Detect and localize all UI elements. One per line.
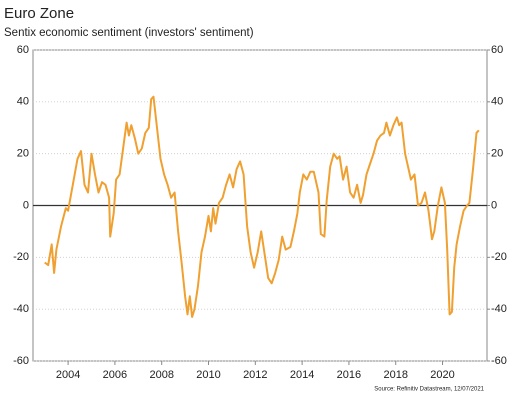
source: Source: Refinitiv Datastream, 12/07/2021 [374,387,484,393]
y2-tick-label: -20 [491,251,507,263]
chart-subtitle: Sentix economic sentiment (investors' se… [4,27,254,39]
chart-title: Euro Zone [4,5,74,22]
y-tick-label: 20 [17,148,29,160]
y-tick-label: -40 [13,303,29,315]
y2-tick-label: 20 [491,148,503,160]
x-tick-label: 2004 [56,369,80,381]
y2-tick-label: 60 [491,44,503,56]
x-tick-label: 2008 [149,369,173,381]
y-tick-label: 40 [17,96,29,108]
y2-tick-label: 0 [491,199,497,211]
y2-tick-label: 40 [491,96,503,108]
x-tick-label: 2012 [243,369,267,381]
x-tick-label: 2018 [383,369,407,381]
y-tick-label: -20 [13,251,29,263]
x-tick-label: 2014 [290,369,314,381]
x-tick-label: 2016 [337,369,361,381]
y2-tick-label: -60 [491,355,507,367]
y2-tick-label: -40 [491,303,507,315]
x-tick-label: 2020 [430,369,454,381]
y-tick-label: -60 [13,355,29,367]
line-series [44,95,480,318]
y-tick-label: 0 [23,199,29,211]
y-tick-label: 60 [17,44,29,56]
x-tick-label: 2010 [196,369,220,381]
x-tick-label: 2006 [103,369,127,381]
